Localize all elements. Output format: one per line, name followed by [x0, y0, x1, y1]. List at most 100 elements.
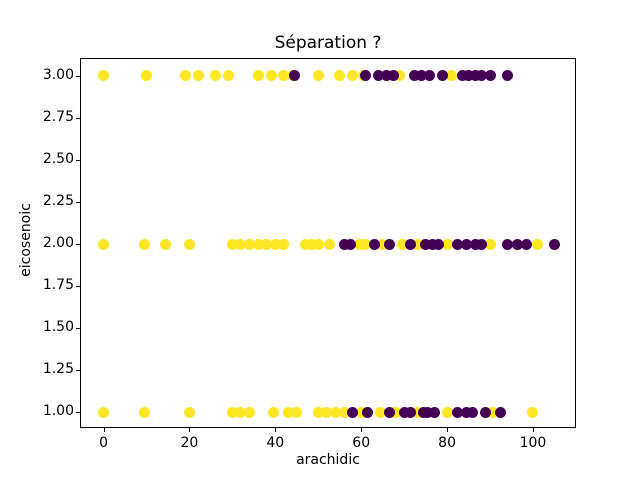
- scatter-point-class-yellow: [355, 406, 367, 418]
- scatter-point-class-purple: [433, 238, 444, 250]
- scatter-point-class-purple: [381, 70, 393, 82]
- scatter-point-class-yellow: [244, 238, 256, 250]
- scatter-point-class-yellow: [312, 406, 324, 418]
- scatter-point-class-purple: [338, 238, 350, 250]
- y-tick-mark: [76, 328, 80, 330]
- scatter-point-class-yellow: [323, 238, 335, 250]
- scatter-point-class-purple: [456, 70, 468, 82]
- y-tick-mark: [76, 75, 80, 77]
- scatter-point-class-yellow: [140, 70, 152, 82]
- scatter-point-class-purple: [475, 238, 487, 250]
- scatter-point-class-purple: [480, 406, 492, 418]
- scatter-point-class-yellow: [235, 238, 247, 250]
- scatter-point-class-purple: [409, 70, 421, 82]
- y-tick-label: 1.25: [42, 361, 74, 378]
- scatter-point-class-yellow: [269, 238, 281, 250]
- scatter-point-class-purple: [469, 70, 481, 82]
- scatter-point-class-yellow: [527, 406, 539, 418]
- x-tick-mark: [532, 428, 534, 432]
- scatter-point-class-purple: [398, 406, 410, 418]
- scatter-point-class-yellow: [252, 238, 264, 250]
- scatter-point-class-yellow: [377, 238, 389, 250]
- scatter-point-class-purple: [475, 70, 487, 82]
- scatter-point-class-purple: [469, 238, 481, 250]
- scatter-point-class-yellow: [338, 406, 350, 418]
- scatter-point-class-yellow: [312, 238, 324, 250]
- x-tick-mark: [447, 428, 449, 432]
- scatter-point-class-purple: [347, 406, 359, 418]
- scatter-point-class-purple: [495, 406, 507, 418]
- x-tick-label: 100: [519, 435, 547, 451]
- scatter-point-class-yellow: [445, 70, 457, 82]
- scatter-point-class-purple: [484, 70, 496, 82]
- scatter-point-class-yellow: [396, 238, 408, 250]
- y-tick-label: 2.00: [42, 235, 74, 251]
- scatter-point-class-yellow: [306, 238, 318, 250]
- scatter-point-class-purple: [501, 238, 513, 250]
- scatter-point-class-purple: [512, 238, 524, 250]
- chart-title: Séparation ?: [274, 33, 382, 53]
- scatter-point-class-yellow: [334, 70, 346, 82]
- x-tick-label: 60: [352, 435, 371, 451]
- y-tick-mark: [76, 286, 80, 288]
- y-tick-label: 1.00: [42, 403, 74, 420]
- y-tick-label: 1.75: [42, 277, 74, 294]
- scatter-point-class-yellow: [390, 406, 402, 418]
- scatter-point-class-yellow: [192, 70, 204, 82]
- scatter-point-class-yellow: [183, 406, 195, 418]
- scatter-point-class-purple: [344, 238, 356, 250]
- scatter-point-class-purple: [460, 406, 472, 418]
- scatter-point-class-purple: [415, 70, 427, 82]
- x-tick-label: 20: [180, 435, 199, 451]
- scatter-point-class-purple: [521, 238, 533, 250]
- scatter-point-class-yellow: [484, 238, 496, 250]
- scatter-point-class-yellow: [98, 238, 110, 250]
- scatter-point-class-yellow: [347, 70, 359, 82]
- scatter-point-class-yellow: [252, 70, 264, 82]
- scatter-point-class-purple: [387, 70, 399, 82]
- scatter-point-class-yellow: [375, 406, 387, 418]
- x-tick-label: 40: [266, 435, 285, 451]
- scatter-point-class-yellow: [282, 406, 294, 418]
- scatter-point-class-purple: [460, 238, 472, 250]
- scatter-point-class-yellow: [179, 70, 191, 82]
- scatter-point-class-yellow: [411, 406, 423, 418]
- scatter-point-class-yellow: [329, 406, 341, 418]
- scatter-point-class-yellow: [226, 238, 238, 250]
- scatter-point-class-yellow: [278, 70, 290, 82]
- y-tick-mark: [76, 159, 80, 161]
- scatter-point-class-yellow: [353, 238, 365, 250]
- scatter-point-class-purple: [372, 70, 384, 82]
- scatter-point-class-purple: [422, 406, 434, 418]
- scatter-point-class-yellow: [226, 406, 238, 418]
- scatter-point-class-yellow: [267, 406, 279, 418]
- scatter-point-class-yellow: [278, 238, 290, 250]
- y-tick-mark: [76, 244, 80, 245]
- scatter-point-class-yellow: [98, 406, 110, 418]
- y-tick-mark: [76, 370, 80, 372]
- scatter-point-class-yellow: [394, 70, 406, 82]
- y-tick-label: 2.50: [42, 150, 74, 167]
- scatter-point-class-yellow: [291, 406, 303, 418]
- scatter-point-class-purple: [405, 406, 417, 418]
- scatter-point-class-yellow: [160, 238, 172, 250]
- x-tick-mark: [103, 428, 105, 432]
- scatter-point-class-yellow: [360, 238, 371, 250]
- scatter-point-class-purple: [452, 406, 464, 418]
- scatter-point-class-purple: [420, 238, 432, 250]
- scatter-point-class-purple: [383, 406, 395, 418]
- scatter-point-class-purple: [360, 70, 371, 82]
- scatter-point-class-purple: [362, 406, 374, 418]
- scatter-point-class-purple: [463, 70, 475, 82]
- scatter-point-class-yellow: [183, 238, 195, 250]
- scatter-point-class-yellow: [138, 406, 150, 418]
- x-tick-mark: [189, 428, 191, 432]
- y-tick-label: 3.00: [42, 66, 74, 83]
- y-tick-label: 1.50: [42, 319, 74, 336]
- x-tick-mark: [275, 428, 277, 432]
- x-axis-label: arachidic: [296, 452, 360, 468]
- scatter-point-class-purple: [501, 70, 513, 82]
- scatter-point-class-yellow: [486, 406, 498, 418]
- x-tick-label: 0: [99, 435, 108, 451]
